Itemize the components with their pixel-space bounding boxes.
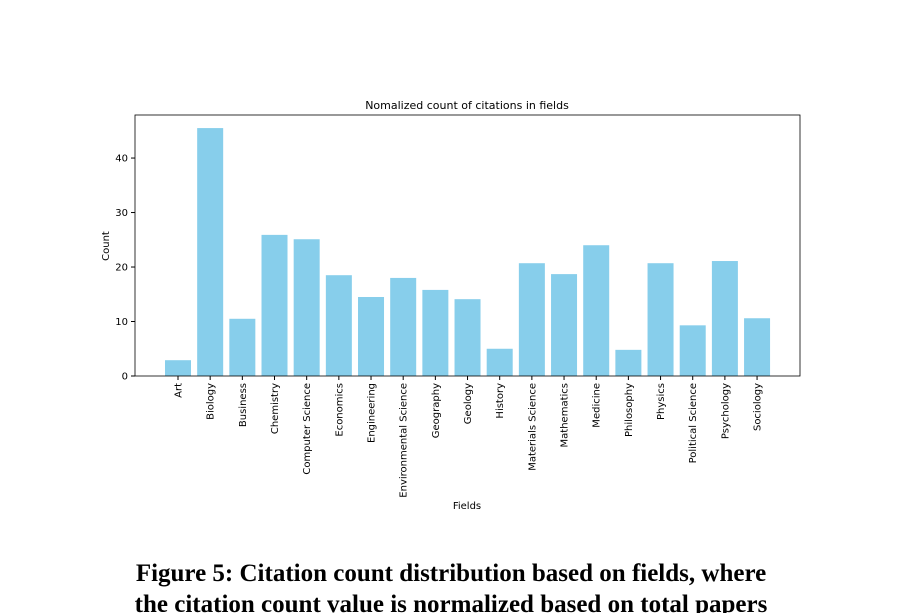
y-tick-label: 40 — [115, 154, 128, 165]
bar — [293, 239, 320, 376]
caption-line: Figure 5: Citation count distribution ba… — [136, 560, 766, 587]
plot-frame — [134, 114, 801, 377]
x-tick-label: Art — [174, 383, 185, 398]
bar — [454, 299, 481, 376]
x-tick-label: Philosophy — [624, 383, 635, 437]
bar — [744, 318, 771, 376]
bar — [197, 128, 224, 376]
x-tick-label: Computer Science — [302, 383, 313, 475]
y-tick-label: 20 — [115, 263, 128, 274]
x-tick-label: Mathematics — [560, 383, 571, 447]
x-tick-label: Business — [238, 383, 249, 427]
bar — [615, 349, 642, 376]
y-tick-label: 10 — [115, 317, 128, 328]
x-tick-label: Engineering — [367, 383, 378, 443]
y-tick-label: 30 — [115, 208, 128, 219]
x-tick-label: Biology — [206, 383, 217, 420]
x-tick-label: Environmental Science — [399, 383, 410, 498]
y-tick-label: 0 — [122, 372, 128, 383]
x-tick-label: Medicine — [592, 383, 603, 428]
x-tick-label: Geology — [463, 383, 474, 424]
bar — [165, 360, 191, 376]
bar — [422, 289, 449, 376]
x-tick-label: Chemistry — [270, 383, 281, 434]
x-tick-label: Physics — [656, 383, 667, 420]
x-tick-label: History — [495, 383, 506, 419]
bar — [647, 263, 674, 376]
caption-line: the citation count value is normalized b… — [135, 591, 768, 613]
bar — [390, 277, 417, 376]
x-tick-label: Political Science — [688, 383, 699, 463]
bar — [261, 234, 288, 376]
bar — [229, 318, 256, 376]
bar — [583, 245, 610, 376]
bar — [325, 275, 352, 376]
x-tick-label: Materials Science — [527, 383, 538, 471]
x-tick-label: Economics — [334, 383, 345, 437]
y-axis-label: Count — [101, 231, 112, 261]
bar — [551, 274, 578, 376]
x-tick-label: Geography — [431, 383, 442, 438]
chart-title: Nomalized count of citations in fields — [365, 99, 569, 112]
bar — [711, 261, 738, 376]
x-tick-label: Sociology — [753, 383, 764, 431]
bar — [518, 263, 545, 376]
x-axis-label: Fields — [453, 501, 481, 512]
bar — [679, 325, 706, 376]
bar — [486, 348, 513, 376]
bar — [358, 296, 385, 376]
x-tick-label: Psychology — [720, 383, 731, 439]
